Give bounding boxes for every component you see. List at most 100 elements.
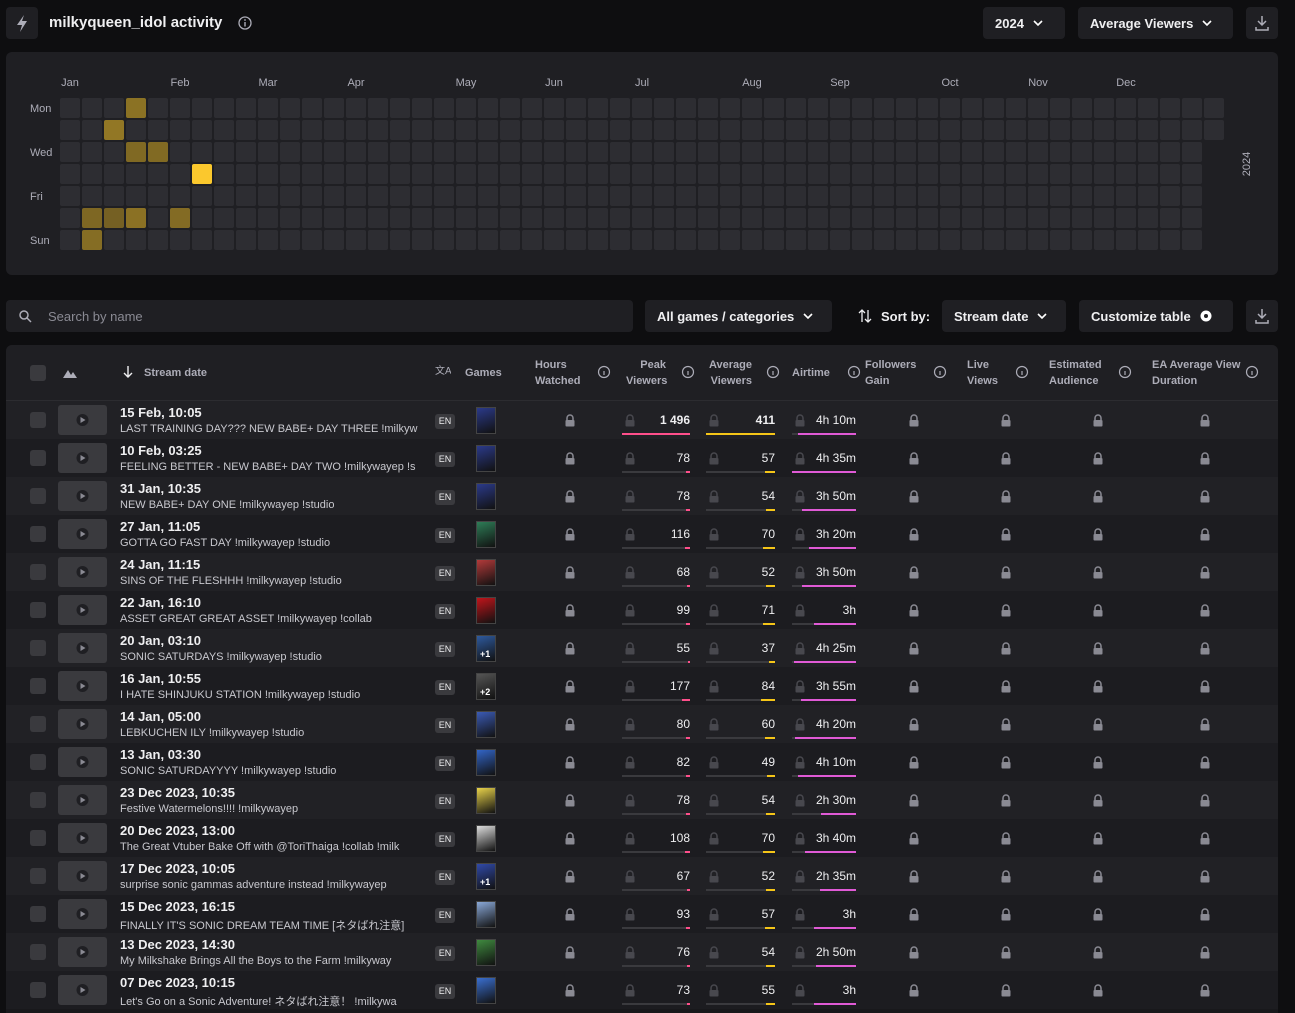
customize-button[interactable]: Customize table bbox=[1079, 300, 1233, 332]
table-row[interactable]: 16 Jan, 10:55I HATE SHINJUKU STATION !mi… bbox=[6, 667, 1278, 705]
stream-thumbnail[interactable] bbox=[58, 633, 107, 663]
stream-thumbnail[interactable] bbox=[58, 861, 107, 891]
row-checkbox[interactable] bbox=[30, 450, 46, 466]
heatmap-day bbox=[1028, 230, 1048, 250]
table-row[interactable]: 10 Feb, 03:25FEELING BETTER - NEW BABE+ … bbox=[6, 439, 1278, 477]
row-checkbox[interactable] bbox=[30, 412, 46, 428]
airtime-bar bbox=[821, 813, 856, 815]
row-checkbox[interactable] bbox=[30, 868, 46, 884]
table-row[interactable]: 31 Jan, 10:35NEW BABE+ DAY ONE !milkyway… bbox=[6, 477, 1278, 515]
stream-thumbnail[interactable] bbox=[58, 405, 107, 435]
lock-icon bbox=[1092, 718, 1104, 731]
row-checkbox[interactable] bbox=[30, 488, 46, 504]
table-row[interactable]: 22 Jan, 16:10ASSET GREAT GREAT ASSET !mi… bbox=[6, 591, 1278, 629]
lock-shackle bbox=[911, 643, 917, 648]
heatmap-day bbox=[1204, 98, 1224, 118]
heatmap-day bbox=[764, 142, 784, 162]
select-all-checkbox[interactable] bbox=[30, 365, 46, 381]
info-icon[interactable] bbox=[1118, 365, 1132, 379]
column-header: Estimated Audience bbox=[1049, 357, 1113, 389]
table-row[interactable]: 17 Dec 2023, 10:05surprise sonic gammas … bbox=[6, 857, 1278, 895]
stream-thumbnail[interactable] bbox=[58, 595, 107, 625]
stream-thumbnail[interactable] bbox=[58, 709, 107, 739]
heatmap-day bbox=[720, 120, 740, 140]
heatmap-day bbox=[434, 186, 454, 206]
table-row[interactable]: 13 Dec 2023, 14:30My Milkshake Brings Al… bbox=[6, 933, 1278, 971]
lock-shackle bbox=[1202, 985, 1208, 990]
row-checkbox[interactable] bbox=[30, 906, 46, 922]
table-row[interactable]: 27 Jan, 11:05GOTTA GO FAST DAY !milkyway… bbox=[6, 515, 1278, 553]
heatmap-day bbox=[456, 120, 476, 140]
info-icon[interactable] bbox=[681, 365, 695, 379]
stream-thumbnail[interactable] bbox=[58, 785, 107, 815]
row-checkbox[interactable] bbox=[30, 716, 46, 732]
heatmap-day bbox=[1138, 120, 1158, 140]
stream-thumbnail[interactable] bbox=[58, 671, 107, 701]
table-row[interactable]: 24 Jan, 11:15SINS OF THE FLESHHH !milkyw… bbox=[6, 553, 1278, 591]
row-checkbox[interactable] bbox=[30, 526, 46, 542]
info-icon[interactable] bbox=[1245, 365, 1259, 379]
lock-body bbox=[796, 724, 805, 731]
row-checkbox[interactable] bbox=[30, 602, 46, 618]
sort-select[interactable]: Stream date bbox=[942, 300, 1066, 332]
heatmap-day bbox=[676, 186, 696, 206]
stream-thumbnail[interactable] bbox=[58, 747, 107, 777]
lock-shackle bbox=[1202, 947, 1208, 952]
row-checkbox[interactable] bbox=[30, 792, 46, 808]
game-cover bbox=[476, 559, 496, 586]
row-checkbox[interactable] bbox=[30, 754, 46, 770]
lock-body bbox=[710, 496, 719, 503]
row-checkbox[interactable] bbox=[30, 564, 46, 580]
stream-thumbnail[interactable] bbox=[58, 481, 107, 511]
airtime-value: 3h bbox=[812, 907, 856, 921]
lock-shackle bbox=[627, 415, 633, 420]
table-row[interactable]: 13 Jan, 03:30SONIC SATURDAYYYY !milkyway… bbox=[6, 743, 1278, 781]
heatmap-day bbox=[390, 208, 410, 228]
stream-thumbnail[interactable] bbox=[58, 519, 107, 549]
info-icon[interactable] bbox=[1015, 365, 1029, 379]
category-filter[interactable]: All games / categories bbox=[645, 300, 832, 332]
row-checkbox[interactable] bbox=[30, 944, 46, 960]
stream-thumbnail[interactable] bbox=[58, 899, 107, 929]
info-icon[interactable] bbox=[933, 365, 947, 379]
stream-thumbnail[interactable] bbox=[58, 937, 107, 967]
lock-icon bbox=[908, 642, 920, 655]
table-row[interactable]: 20 Dec 2023, 13:00The Great Vtuber Bake … bbox=[6, 819, 1278, 857]
info-icon[interactable] bbox=[847, 365, 861, 379]
table-row[interactable]: 20 Jan, 03:10SONIC SATURDAYS !milkywayep… bbox=[6, 629, 1278, 667]
row-checkbox[interactable] bbox=[30, 678, 46, 694]
column-header: Average Viewers bbox=[700, 357, 752, 389]
table-row[interactable]: 15 Dec 2023, 16:15FINALLY IT'S SONIC DRE… bbox=[6, 895, 1278, 933]
table-row[interactable]: 23 Dec 2023, 10:35Festive Watermelons!!!… bbox=[6, 781, 1278, 819]
row-checkbox[interactable] bbox=[30, 982, 46, 998]
lock-shackle bbox=[1095, 757, 1101, 762]
table-row[interactable]: 15 Feb, 10:05LAST TRAINING DAY??? NEW BA… bbox=[6, 401, 1278, 439]
export-button[interactable] bbox=[1246, 300, 1278, 332]
lock-shackle bbox=[1003, 415, 1009, 420]
average-viewers-value: 37 bbox=[726, 641, 775, 655]
stream-thumbnail[interactable] bbox=[58, 975, 107, 1005]
heatmap-day bbox=[962, 186, 982, 206]
lock-shackle bbox=[627, 757, 633, 762]
heatmap-day bbox=[698, 208, 718, 228]
game-cover bbox=[476, 901, 496, 928]
stream-thumbnail[interactable] bbox=[58, 823, 107, 853]
lock-icon bbox=[708, 756, 720, 769]
heatmap-day bbox=[742, 120, 762, 140]
heatmap-day bbox=[1182, 120, 1202, 140]
info-icon[interactable] bbox=[597, 365, 611, 379]
stream-thumbnail[interactable] bbox=[58, 443, 107, 473]
download-icon bbox=[1246, 300, 1278, 332]
row-checkbox[interactable] bbox=[30, 830, 46, 846]
peak-viewers-track bbox=[622, 775, 690, 777]
row-checkbox[interactable] bbox=[30, 640, 46, 656]
heatmap-day bbox=[654, 98, 674, 118]
lock-shackle bbox=[627, 795, 633, 800]
stream-thumbnail[interactable] bbox=[58, 557, 107, 587]
info-icon[interactable] bbox=[766, 365, 780, 379]
table-row[interactable]: 07 Dec 2023, 10:15Let's Go on a Sonic Ad… bbox=[6, 971, 1278, 1009]
table-row[interactable]: 14 Jan, 05:00LEBKUCHEN ILY !milkywayep !… bbox=[6, 705, 1278, 743]
airtime-bar bbox=[798, 433, 856, 435]
heatmap-day bbox=[258, 186, 278, 206]
search-input[interactable]: Search by name bbox=[6, 300, 633, 332]
